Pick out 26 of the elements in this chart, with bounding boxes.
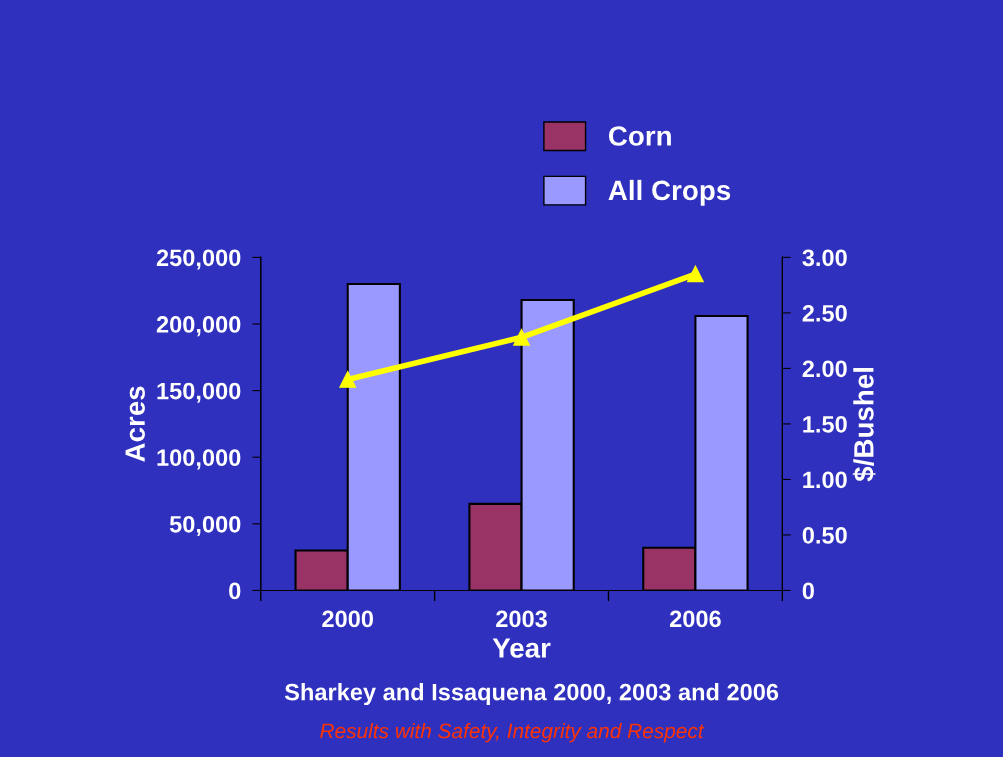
- y-tick-label: 250,000: [156, 249, 241, 270]
- text: Results with Safety, Integrity and Respect: [320, 722, 705, 743]
- y-tick-label: 200,000: [156, 316, 241, 337]
- x-tick-label: 2003: [496, 610, 547, 628]
- x-axis-title: Year: [492, 638, 551, 658]
- legend-label: All Crops: [608, 179, 731, 206]
- y-tick-label: 50,000: [169, 515, 241, 537]
- x-tick-label: 2000: [322, 610, 373, 628]
- text: Sharkey and Issaquena 2000, 2003 and 2006: [284, 683, 779, 706]
- y2-tick-label: 1.00: [803, 471, 847, 489]
- y2-tick-label: 2.50: [802, 304, 847, 322]
- point: [687, 265, 704, 283]
- point: [513, 328, 530, 346]
- y-axis-title: Acres: [125, 386, 145, 462]
- legend-label: Corn: [608, 126, 671, 146]
- y2-tick-label: 3.00: [802, 249, 847, 267]
- y2-tick-label: 0: [802, 582, 814, 600]
- y-tick-label: 100,000: [157, 449, 241, 470]
- y-tick-label: 0: [229, 582, 241, 600]
- y2-tick-label: 2.00: [802, 360, 847, 378]
- x-tick-label: 2006: [669, 610, 721, 628]
- y2-axis-title: $/Bushel: [852, 367, 876, 482]
- point: [339, 371, 357, 388]
- y2-tick-label: 0.50: [802, 527, 847, 544]
- y2-tick-label: 1.50: [803, 415, 847, 433]
- y-tick-label: 150,000: [157, 382, 241, 403]
